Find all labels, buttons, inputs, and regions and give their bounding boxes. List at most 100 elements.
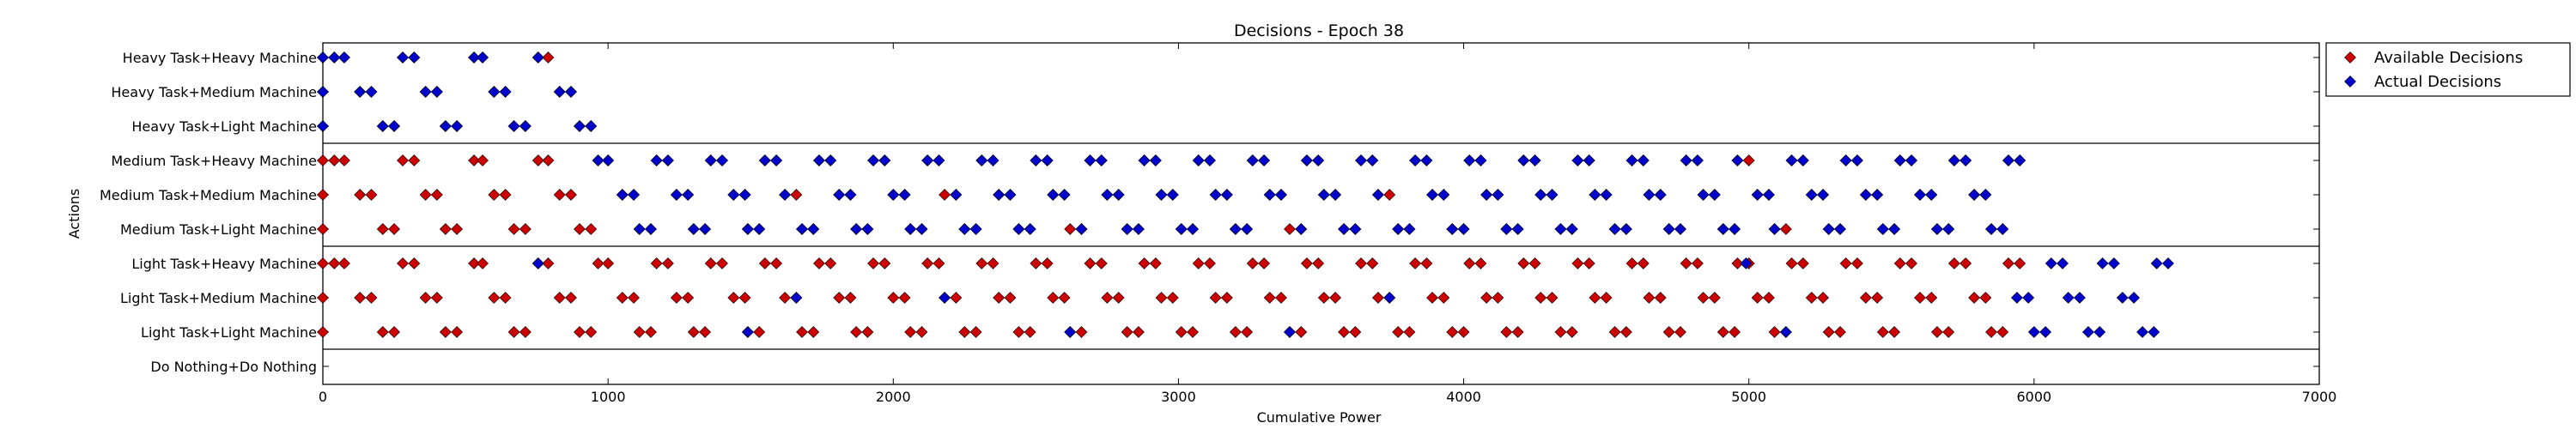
data-point xyxy=(1600,189,1613,201)
data-point xyxy=(553,189,566,201)
data-point xyxy=(1101,292,1114,304)
data-point xyxy=(408,257,421,269)
data-point xyxy=(699,326,711,338)
data-point xyxy=(1546,189,1558,201)
data-point xyxy=(1905,257,1917,269)
data-point xyxy=(1166,292,1179,304)
data-point xyxy=(661,257,674,269)
data-point xyxy=(1030,257,1042,269)
data-point xyxy=(1893,154,1906,166)
data-point xyxy=(1420,154,1433,166)
data-point xyxy=(1740,257,1753,269)
data-point xyxy=(2014,154,2026,166)
data-point xyxy=(1155,292,1168,304)
data-point xyxy=(1437,292,1450,304)
data-point xyxy=(602,257,615,269)
data-point xyxy=(1859,292,1872,304)
data-point xyxy=(1101,189,1114,201)
data-point xyxy=(1284,326,1296,338)
data-point xyxy=(1942,223,1955,235)
data-point xyxy=(1608,326,1621,338)
data-point xyxy=(1300,154,1313,166)
data-point xyxy=(1528,257,1541,269)
data-point xyxy=(1480,292,1493,304)
data-point xyxy=(1731,154,1744,166)
data-point xyxy=(2022,292,2035,304)
data-point xyxy=(1959,257,1972,269)
x-tick-label: 3000 xyxy=(1161,389,1196,405)
data-point xyxy=(1149,154,1162,166)
data-point xyxy=(758,257,771,269)
data-point xyxy=(1246,154,1259,166)
data-point xyxy=(2002,154,2014,166)
data-point xyxy=(1662,223,1675,235)
data-point xyxy=(337,154,350,166)
data-point xyxy=(1822,223,1835,235)
data-point xyxy=(1349,223,1362,235)
data-point xyxy=(1295,326,1308,338)
data-point xyxy=(1888,326,1901,338)
data-point xyxy=(1446,223,1459,235)
data-point xyxy=(1947,154,1960,166)
data-point xyxy=(670,292,683,304)
data-point xyxy=(1457,223,1470,235)
data-point xyxy=(904,223,917,235)
data-point xyxy=(1851,154,1863,166)
data-point xyxy=(1583,257,1595,269)
data-point xyxy=(553,86,566,98)
data-point xyxy=(824,257,837,269)
data-point xyxy=(337,51,350,63)
series-actual-decisions xyxy=(317,51,2174,338)
data-point xyxy=(850,223,863,235)
data-point xyxy=(987,154,999,166)
data-point xyxy=(770,257,783,269)
data-point xyxy=(716,257,728,269)
data-point xyxy=(468,51,480,63)
data-point xyxy=(682,189,695,201)
data-point xyxy=(1355,257,1367,269)
data-point xyxy=(1785,154,1798,166)
data-point xyxy=(844,292,857,304)
data-point xyxy=(317,326,329,338)
data-point xyxy=(408,51,421,63)
data-point xyxy=(1888,223,1901,235)
data-point xyxy=(1058,189,1071,201)
data-point xyxy=(1149,257,1162,269)
data-point xyxy=(1925,189,1938,201)
data-point xyxy=(993,189,1005,201)
data-point xyxy=(2136,326,2148,338)
data-point xyxy=(1366,257,1379,269)
data-point xyxy=(388,326,400,338)
data-point xyxy=(753,223,766,235)
data-point xyxy=(1768,326,1781,338)
x-tick-label: 0 xyxy=(319,389,327,405)
data-point xyxy=(779,189,791,201)
data-point xyxy=(451,223,464,235)
data-point xyxy=(898,189,911,201)
data-point xyxy=(1692,257,1704,269)
data-point xyxy=(488,86,501,98)
data-point xyxy=(1064,223,1077,235)
data-point xyxy=(1095,257,1108,269)
data-point xyxy=(419,189,432,201)
data-point xyxy=(1697,292,1710,304)
y-tick-label: Light Task+Medium Machine xyxy=(120,290,317,306)
data-point xyxy=(1571,257,1584,269)
data-point xyxy=(430,292,443,304)
data-point xyxy=(779,292,791,304)
data-point xyxy=(1446,326,1459,338)
data-point xyxy=(468,257,480,269)
data-point xyxy=(388,223,400,235)
data-point xyxy=(1317,189,1330,201)
data-point xyxy=(328,154,341,166)
y-tick-label: Do Nothing+Do Nothing xyxy=(150,359,317,375)
data-point xyxy=(354,86,367,98)
data-point xyxy=(592,154,605,166)
data-point xyxy=(1979,189,1992,201)
data-point xyxy=(1565,223,1578,235)
data-point xyxy=(542,154,555,166)
data-point xyxy=(439,223,452,235)
data-point xyxy=(1229,326,1242,338)
data-point xyxy=(2116,292,2129,304)
data-point xyxy=(1187,223,1199,235)
